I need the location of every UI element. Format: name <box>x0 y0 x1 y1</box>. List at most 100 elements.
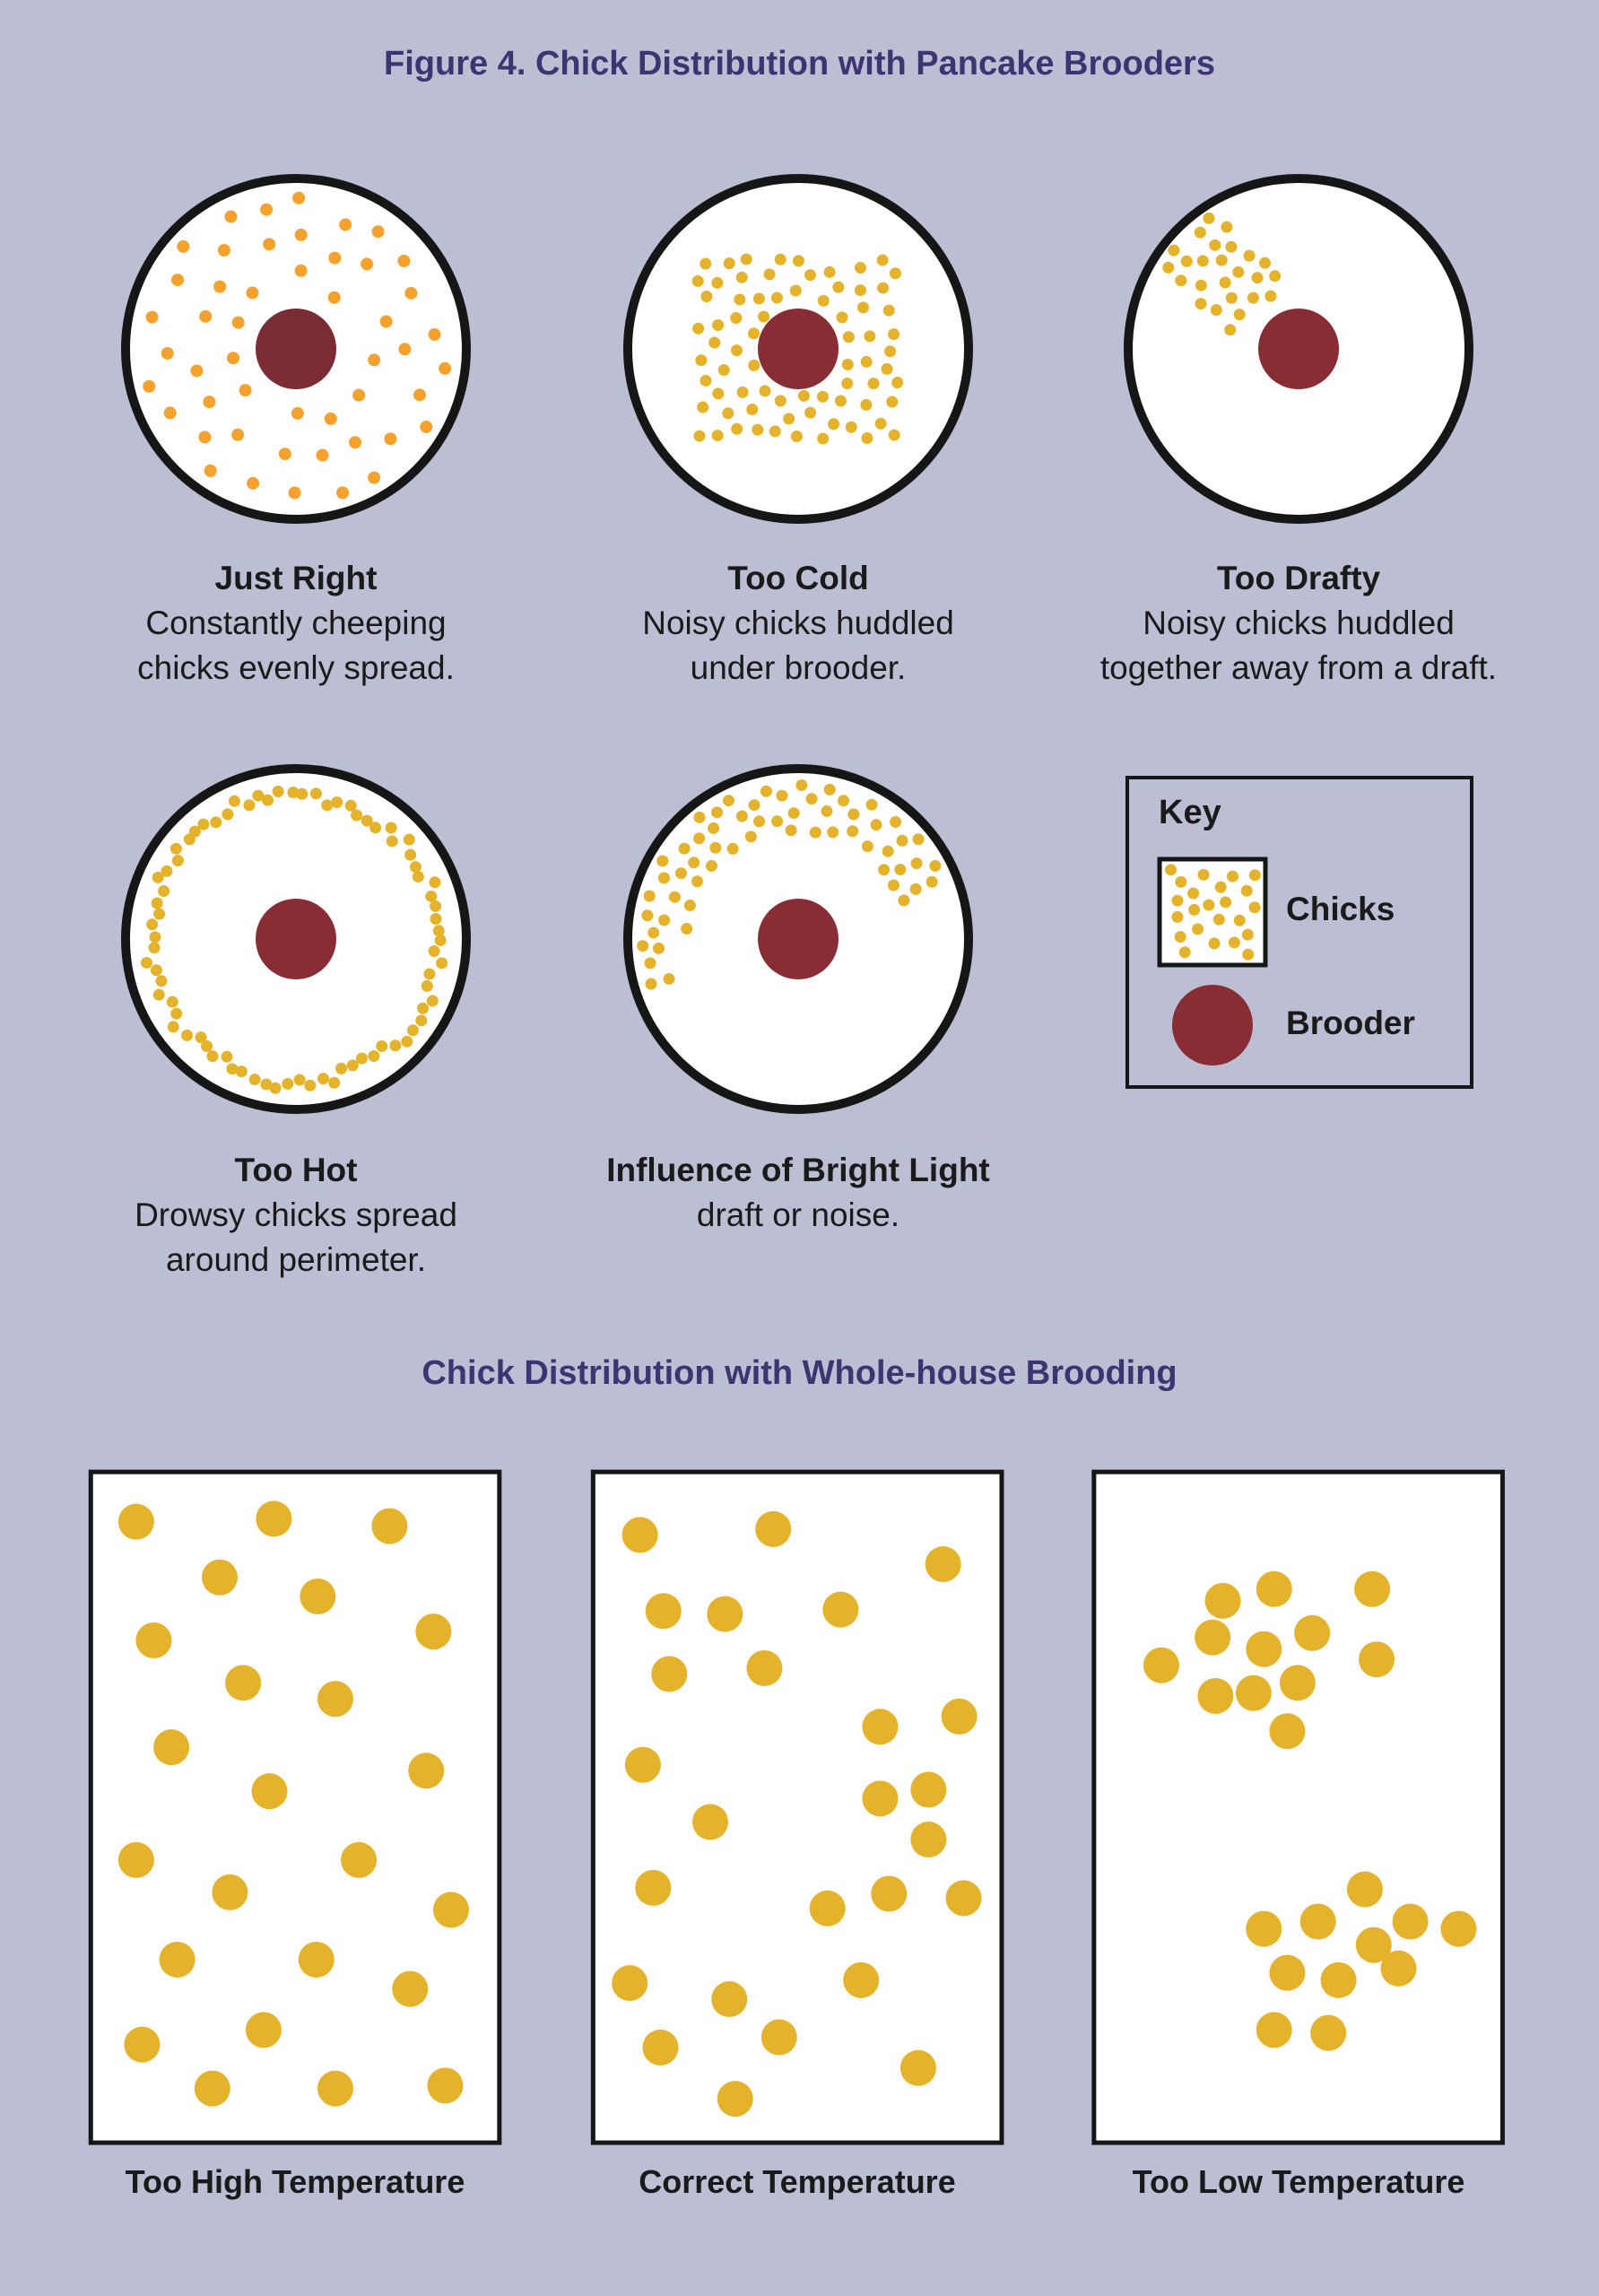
chick-dot <box>1168 244 1180 257</box>
chick-dot <box>792 255 804 267</box>
chick-dot <box>789 284 802 297</box>
chick-dot <box>717 364 730 377</box>
chick-dot <box>710 806 723 819</box>
chick-dot <box>708 336 721 349</box>
panel-too-hot-caption: Too Hot Drowsy chicks spread around peri… <box>45 1148 547 1283</box>
chick-dot <box>683 900 696 912</box>
chick-dot <box>785 824 797 837</box>
chick-dot <box>346 1059 359 1072</box>
chick-dot <box>150 964 162 977</box>
chick-dot <box>861 432 873 445</box>
chick-dot <box>412 871 424 883</box>
chick-dot <box>296 787 309 800</box>
chick-dot <box>736 386 749 398</box>
chick-dot <box>678 842 691 855</box>
chick-dot <box>887 879 899 891</box>
correct-temp-label: Correct Temperature <box>639 2163 956 2200</box>
chick-dot <box>145 310 159 324</box>
chick-dot <box>291 406 304 420</box>
chick-dot <box>1171 910 1184 923</box>
chick-dot <box>1241 928 1254 941</box>
chick-dot <box>423 968 436 980</box>
chick-dot <box>845 421 857 433</box>
chick-dot <box>361 814 373 827</box>
chick-dot <box>336 486 350 500</box>
chick-dot <box>404 286 418 300</box>
chick-dot <box>1210 304 1222 317</box>
chick-dot <box>1224 324 1237 336</box>
chick-dot <box>1355 1926 1392 1963</box>
panel-desc-line: draft or noise. <box>696 1196 900 1233</box>
chick-dot <box>300 1578 336 1614</box>
chick-dot <box>874 417 887 430</box>
too-low-temp-box <box>1091 1469 1505 2145</box>
chick-dot <box>752 423 764 436</box>
chick-dot <box>1221 221 1233 233</box>
chick-dot <box>1197 1678 1234 1715</box>
chick-dot <box>324 412 337 425</box>
chick-dot <box>688 857 700 869</box>
key-brooder-label: Brooder <box>1286 1004 1415 1041</box>
chick-dot <box>864 330 876 343</box>
chick-dot <box>159 1941 196 1978</box>
chick-dot <box>878 864 891 876</box>
chick-dot <box>760 2019 797 2056</box>
chick-dot <box>1243 249 1256 262</box>
chick-dot <box>804 406 817 419</box>
chick-dot <box>1279 1665 1316 1701</box>
chick-dot <box>755 1510 792 1547</box>
panel-title: Too Drafty <box>1216 560 1381 596</box>
chick-dot <box>656 855 669 867</box>
chick-dot <box>809 826 821 839</box>
chick-dot <box>351 809 363 822</box>
chick-dot <box>439 361 452 375</box>
chick-dot <box>143 379 156 393</box>
chick-dot <box>692 322 705 335</box>
chick-dot <box>199 309 213 323</box>
chick-dot <box>222 808 234 821</box>
chick-dot <box>1256 2012 1292 2048</box>
panel-desc-line: Noisy chicks huddled <box>642 604 954 641</box>
chick-dot <box>1392 1903 1429 1940</box>
panel-too-cold-caption: Too Cold Noisy chicks huddled under broo… <box>547 556 1049 691</box>
chick-dot <box>891 377 904 389</box>
chick-dot <box>298 1941 335 1978</box>
chick-dot <box>876 254 889 266</box>
chick-dot <box>870 819 882 831</box>
chick-dot <box>415 1014 428 1027</box>
chick-dot <box>226 1063 239 1075</box>
chick-dot <box>731 422 743 435</box>
chick-dot <box>1215 254 1228 266</box>
chick-dot <box>711 276 724 289</box>
chick-dot <box>245 2012 282 2048</box>
chick-dot <box>776 789 788 802</box>
chick-dot <box>722 795 734 807</box>
chick-dot <box>645 978 657 990</box>
chick-dot <box>1192 923 1204 935</box>
chick-dot <box>697 401 709 413</box>
chick-dot <box>1235 1674 1272 1711</box>
chick-dot <box>708 822 720 834</box>
chick-dot <box>700 290 713 302</box>
chick-dot <box>886 396 899 408</box>
chick-dot <box>195 1031 207 1044</box>
chick-dot <box>842 331 855 344</box>
chick-dot <box>910 1771 947 1808</box>
chick-dot <box>420 420 433 433</box>
chick-dot <box>293 1074 306 1086</box>
chick-dot <box>361 257 374 271</box>
chick-dot <box>795 779 808 792</box>
chick-dot <box>368 353 381 367</box>
key-brooder-swatch <box>1172 985 1253 1065</box>
chick-dot <box>1258 257 1271 269</box>
chick-dot <box>1195 1619 1231 1656</box>
chick-dot <box>161 865 173 877</box>
panel-desc-line: around perimeter. <box>165 1241 426 1278</box>
chick-dot <box>227 352 240 365</box>
chick-dot <box>691 274 704 287</box>
chick-dot <box>155 975 168 987</box>
chick-dot <box>838 795 850 807</box>
chick-dot <box>432 1892 469 1928</box>
chick-dot <box>705 859 717 872</box>
